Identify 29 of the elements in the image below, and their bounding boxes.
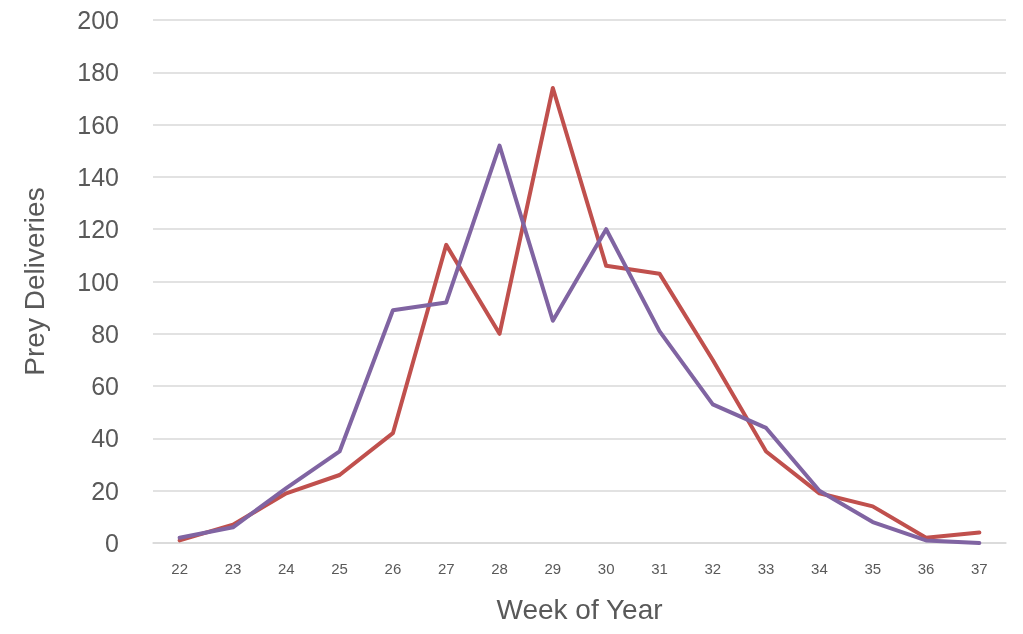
x-tick-label: 22 <box>171 560 188 577</box>
y-tick-label: 60 <box>91 372 119 401</box>
y-tick-label: 140 <box>77 162 119 191</box>
x-tick-label: 30 <box>597 560 615 577</box>
y-tick-label: 200 <box>77 6 119 34</box>
y-tick-label: 100 <box>77 267 119 296</box>
x-tick-label: 29 <box>544 560 562 577</box>
x-tick-label: 31 <box>651 560 668 577</box>
y-tick-label: 80 <box>91 319 119 348</box>
y-axis-title: Prey Deliveries <box>18 187 50 376</box>
x-tick-label: 28 <box>491 560 508 577</box>
y-tick-label: 20 <box>91 476 119 505</box>
x-tick-label: 34 <box>811 560 828 577</box>
x-tick-label: 25 <box>331 560 348 577</box>
x-axis-title: Week of Year <box>496 593 663 625</box>
y-tick-label: 40 <box>91 424 119 453</box>
y-tick-label: 180 <box>77 58 119 87</box>
x-tick-label: 36 <box>917 560 935 577</box>
x-tick-label: 35 <box>864 560 882 577</box>
x-tick-label: 24 <box>277 560 295 577</box>
y-tick-label: 160 <box>77 110 119 139</box>
x-tick-label: 33 <box>757 560 775 577</box>
x-tick-label: 37 <box>971 560 988 577</box>
y-tick-label: 0 <box>105 529 119 557</box>
x-tick-label: 23 <box>224 560 242 577</box>
x-tick-label: 32 <box>704 560 722 577</box>
x-tick-label: 27 <box>437 560 455 577</box>
x-tick-label: 26 <box>384 560 402 577</box>
y-tick-label: 120 <box>77 215 119 244</box>
